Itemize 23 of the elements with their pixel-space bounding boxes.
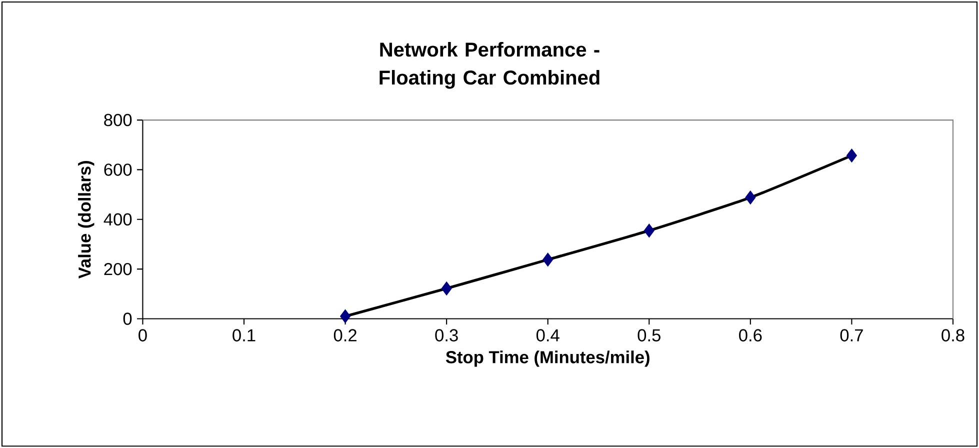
x-axis-title: Stop Time (Minutes/mile) xyxy=(446,350,650,367)
y-axis-title: Value (dollars) xyxy=(78,160,94,278)
x-tick-label: 0.2 xyxy=(334,329,356,342)
y-tick-label: 400 xyxy=(104,213,132,226)
x-tick-label: 0.6 xyxy=(739,329,762,342)
y-tick-label: 600 xyxy=(104,164,132,176)
x-tick-label: 0.4 xyxy=(536,329,560,342)
y-tick-label: 800 xyxy=(104,114,132,126)
y-tick-label: 200 xyxy=(104,262,132,276)
point xyxy=(441,281,452,296)
x-tick-label: 0.8 xyxy=(942,329,964,342)
point xyxy=(340,309,351,324)
point xyxy=(745,190,756,204)
x-tick-label: 0.1 xyxy=(232,329,256,342)
y-tick-label: 0 xyxy=(123,312,132,325)
x-tick-label: 0.3 xyxy=(435,329,458,342)
point xyxy=(846,148,857,162)
x-tick-label: 0.5 xyxy=(638,329,660,342)
point xyxy=(644,224,654,238)
chart-title: Network Performance - Floating Car Combined xyxy=(380,42,600,89)
x-tick-label: 0.7 xyxy=(840,329,863,342)
x-tick-label: 0 xyxy=(138,329,147,342)
point xyxy=(542,252,554,267)
